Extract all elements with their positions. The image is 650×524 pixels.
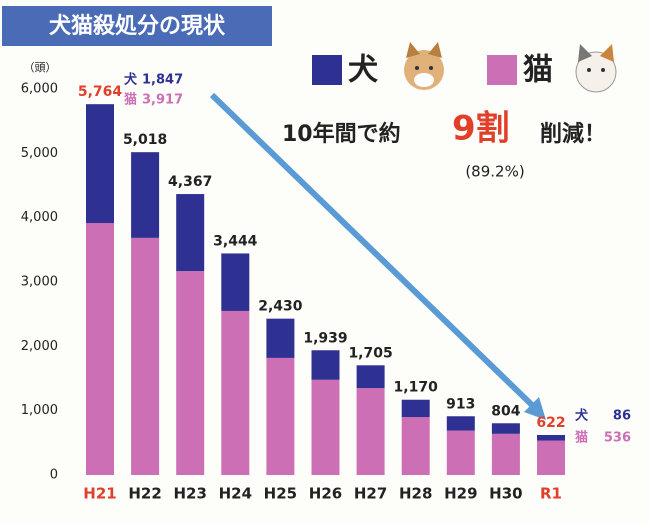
total-label: 1,939: [303, 330, 347, 346]
series-value-label: 1,847: [142, 73, 183, 88]
x-tick-label: H23: [173, 485, 206, 503]
bar-segment: [221, 253, 249, 311]
series-label-name: 猫: [575, 430, 588, 446]
bar-segment: [492, 434, 520, 475]
series-value-label: 536: [604, 431, 631, 446]
annotation: 削減！: [540, 122, 606, 147]
legend-label: 猫: [523, 53, 553, 88]
series-label-name: 猫: [124, 92, 137, 108]
total-label: 5,764: [78, 84, 123, 100]
bar-segment: [492, 423, 520, 434]
total-label: 1,170: [394, 380, 439, 396]
x-tick-label: H24: [219, 485, 252, 503]
annotation: 10年間で約: [282, 121, 401, 147]
series-label-name: 犬: [124, 72, 138, 88]
bar-segment: [86, 104, 114, 223]
series-value-label: 3,917: [142, 93, 183, 108]
total-label: 5,018: [123, 132, 167, 148]
bar-segment: [357, 388, 385, 475]
x-tick-label: H30: [489, 485, 522, 503]
bar-segment: [402, 417, 430, 475]
bar-segment: [86, 223, 114, 475]
legend-label: 犬: [348, 53, 378, 88]
chart: 犬猫殺処分の現状 （頭） 犬 猫 10年間で約 9割 削減！ (89.2%) 0…: [0, 0, 650, 524]
bar-segment: [402, 400, 430, 417]
total-label: 804: [491, 403, 520, 419]
bar-segment: [221, 311, 249, 475]
total-label: 913: [446, 396, 475, 412]
legend-swatch: [312, 55, 342, 85]
bar-segment: [357, 365, 385, 388]
legend-swatch: [487, 55, 517, 85]
x-tick-label: H25: [264, 485, 297, 503]
bar-segment: [447, 431, 475, 475]
chart-title: 犬猫殺処分の現状: [49, 13, 226, 39]
bar-segment: [537, 435, 565, 441]
bar-segment: [537, 441, 565, 475]
series-label-name: 犬: [575, 408, 589, 424]
y-tick-label: 2,000: [21, 339, 58, 354]
y-tick-label: 5,000: [21, 146, 58, 161]
x-tick-label: H27: [354, 485, 387, 503]
bar-segment: [447, 416, 475, 430]
bar-segment: [176, 271, 204, 475]
y-tick-label: 1,000: [21, 403, 58, 418]
x-tick-label: H21: [83, 485, 116, 503]
annotation-emphasis: 9割: [452, 109, 510, 149]
bar-segment: [312, 380, 340, 475]
y-tick-label: 4,000: [21, 210, 58, 225]
series-value-label: 86: [613, 409, 631, 424]
total-label: 622: [536, 415, 565, 431]
x-tick-label: H22: [128, 485, 161, 503]
x-tick-label: H26: [309, 485, 342, 503]
y-tick-label: 6,000: [21, 82, 58, 97]
x-tick-label: H29: [444, 485, 477, 503]
bar-segment: [131, 152, 159, 238]
y-tick-label: 3,000: [21, 275, 58, 290]
bar-segment: [176, 194, 204, 271]
total-label: 3,444: [213, 233, 258, 249]
y-unit: （頭）: [24, 61, 57, 74]
y-tick-label: 0: [50, 468, 58, 483]
total-label: 4,367: [168, 174, 212, 190]
total-label: 2,430: [258, 299, 303, 315]
x-tick-label: H28: [399, 485, 432, 503]
annotation-note: (89.2%): [465, 163, 524, 181]
bar-segment: [131, 238, 159, 475]
total-label: 1,705: [348, 345, 392, 361]
bar-segment: [266, 358, 294, 475]
x-tick-label: R1: [540, 485, 562, 503]
bar-segment: [266, 319, 294, 358]
bar-segment: [312, 350, 340, 380]
